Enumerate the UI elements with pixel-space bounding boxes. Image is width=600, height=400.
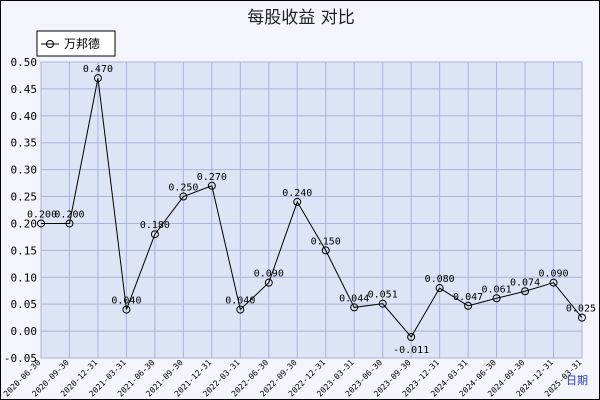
y-tick-label: 0.05 [11,298,38,311]
data-point [378,299,387,308]
data-point [236,305,245,314]
y-tick-label: 0.35 [11,137,38,150]
y-tick-label: 0.20 [11,217,38,230]
data-point [93,74,102,83]
data-point [578,313,586,322]
series-line [41,78,583,338]
data-label: 0.200 [27,209,57,220]
data-point [122,305,131,314]
data-label: 0.047 [453,292,483,303]
data-label: 0.180 [140,220,170,231]
grid-lines [40,61,583,359]
data-label: 0.150 [311,236,341,247]
data-label: 0.040 [225,296,255,307]
data-label: 0.044 [339,293,369,304]
data-point [65,219,74,228]
data-point [435,284,444,293]
y-tick-label: -0.05 [4,352,37,365]
legend: 万邦德 [36,30,116,57]
y-axis-ticks: -0.05 0.00 0.05 0.10 0.15 0.20 0.25 0.30 0.35 0.4… [4,56,37,365]
data-label: 0.040 [111,296,141,307]
plot-area [40,61,583,359]
y-tick-label: 0.40 [11,110,38,123]
data-point [207,181,216,190]
data-point [492,294,501,303]
chart-title: 每股收益 对比 [247,8,354,28]
legend-marker-icon [46,40,54,48]
data-point [150,230,159,239]
data-point [179,192,188,201]
data-point [464,301,473,310]
y-tick-label: 0.50 [11,56,38,69]
data-point [521,287,530,296]
y-tick-label: 0.25 [11,191,38,204]
data-label: 0.080 [425,274,455,285]
data-label: 0.025 [566,304,596,315]
y-tick-label: 0.45 [11,83,38,96]
data-label: 0.240 [282,188,312,199]
data-point [37,219,45,228]
y-tick-label: 0.00 [11,325,38,338]
data-label: 0.200 [54,209,84,220]
data-label: 0.250 [168,183,198,194]
data-point [264,278,273,287]
data-point [549,278,558,287]
legend-label: 万邦德 [64,36,100,51]
y-tick-label: 0.15 [11,244,38,257]
x-axis-ticks: 2020-06-302020-09-302020-12-312021-03-31… [2,358,584,399]
data-label: -0.011 [393,345,429,356]
data-label: 0.090 [254,269,284,280]
data-label: 0.470 [83,64,113,75]
data-label: 0.090 [538,269,568,280]
data-point [407,333,416,342]
y-tick-label: 0.30 [11,164,38,177]
data-point [350,303,359,312]
data-point [293,197,302,206]
x-axis-label: 日期 [566,374,588,387]
data-label: 0.061 [482,284,512,295]
data-label: 0.270 [197,172,227,183]
y-tick-label: 0.10 [11,271,38,284]
data-label: 0.074 [510,277,540,288]
data-label: 0.051 [368,290,398,301]
data-point [321,246,330,255]
